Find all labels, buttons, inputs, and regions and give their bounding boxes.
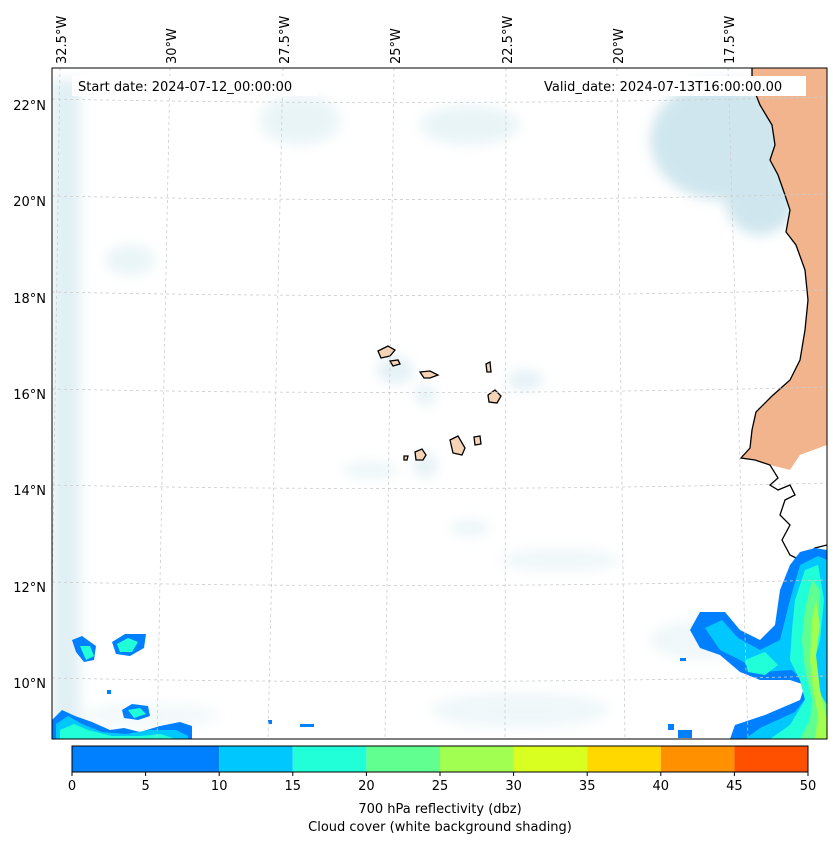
meridian-line xyxy=(727,68,749,739)
lon-label-25w: 25°W xyxy=(389,28,404,64)
reflectivity-echoes xyxy=(52,548,827,739)
colorbar-segment xyxy=(440,746,514,772)
colorbar-tick-label: 15 xyxy=(285,779,302,794)
parallel-line xyxy=(52,482,827,489)
colorbar-tick-label: 20 xyxy=(358,779,375,794)
colorbar-tick-label: 10 xyxy=(211,779,228,794)
valid-date-label: Valid_date: 2024-07-13T16:00:00.00 xyxy=(544,80,782,95)
colorbar-tick-label: 25 xyxy=(432,779,449,794)
longitude-labels: 32.5°W 30°W 27.5°W 25°W 22.5°W 20°W 17.5… xyxy=(55,16,738,64)
colorbar-segment xyxy=(366,746,440,772)
colorbar-segment xyxy=(219,746,293,772)
colorbar-label-reflectivity: 700 hPa reflectivity (dbz) xyxy=(358,802,521,817)
colorbar-segment xyxy=(660,746,735,772)
lon-label-20w: 20°W xyxy=(612,28,627,64)
parallel-line xyxy=(52,386,827,393)
africa-coastline xyxy=(739,68,827,561)
lat-label-10n: 10°N xyxy=(13,677,46,692)
colorbar-label-cloud: Cloud cover (white background shading) xyxy=(308,820,572,835)
colorbar-tick-label: 50 xyxy=(800,779,817,794)
parallel-line xyxy=(52,193,827,200)
lon-label-17-5w: 17.5°W xyxy=(723,16,738,64)
colorbar-tick-label: 40 xyxy=(653,779,670,794)
graticule xyxy=(52,68,827,739)
colorbar-segment xyxy=(72,746,220,772)
parallel-line xyxy=(52,675,827,682)
colorbar-tick-label: 30 xyxy=(505,779,522,794)
colorbar-segment xyxy=(587,746,661,772)
lon-label-30w: 30°W xyxy=(165,28,180,64)
colorbar-segment xyxy=(734,746,808,772)
colorbar-tick-label: 45 xyxy=(726,779,743,794)
start-date-box xyxy=(72,76,318,96)
lat-label-20n: 20°N xyxy=(13,195,46,210)
africa-land-south xyxy=(741,445,827,560)
start-date-label: Start date: 2024-07-12_00:00:00 xyxy=(78,80,292,95)
lat-label-14n: 14°N xyxy=(13,484,46,499)
lat-label-22n: 22°N xyxy=(13,99,46,114)
lon-label-22-5w: 22.5°W xyxy=(501,16,516,64)
colorbar xyxy=(72,746,808,772)
latitude-labels: 22°N 20°N 18°N 16°N 14°N 12°N 10°N xyxy=(13,99,46,692)
colorbar-tick-label: 0 xyxy=(68,779,76,794)
lat-label-16n: 16°N xyxy=(13,388,46,403)
meridian-line xyxy=(267,68,284,739)
valid-date-box xyxy=(538,76,806,96)
colorbar-tick-label: 35 xyxy=(579,779,596,794)
lon-label-32-5w: 32.5°W xyxy=(55,16,70,64)
colorbar-ticks: 0 5 10 15 20 25 30 35 40 45 50 xyxy=(68,772,816,794)
map-frame xyxy=(51,67,828,740)
lat-label-12n: 12°N xyxy=(13,581,46,596)
lat-label-18n: 18°N xyxy=(13,292,46,307)
colorbar-tick-label: 5 xyxy=(141,779,149,794)
parallel-line xyxy=(52,579,827,586)
africa-land xyxy=(741,68,827,470)
parallel-line xyxy=(52,96,827,103)
parallel-line xyxy=(52,289,827,296)
cloud-cover-shading xyxy=(52,80,795,730)
lon-label-27-5w: 27.5°W xyxy=(278,16,293,64)
colorbar-segment xyxy=(513,746,588,772)
cape-verde-islands xyxy=(377,345,502,461)
colorbar-segment xyxy=(292,746,367,772)
